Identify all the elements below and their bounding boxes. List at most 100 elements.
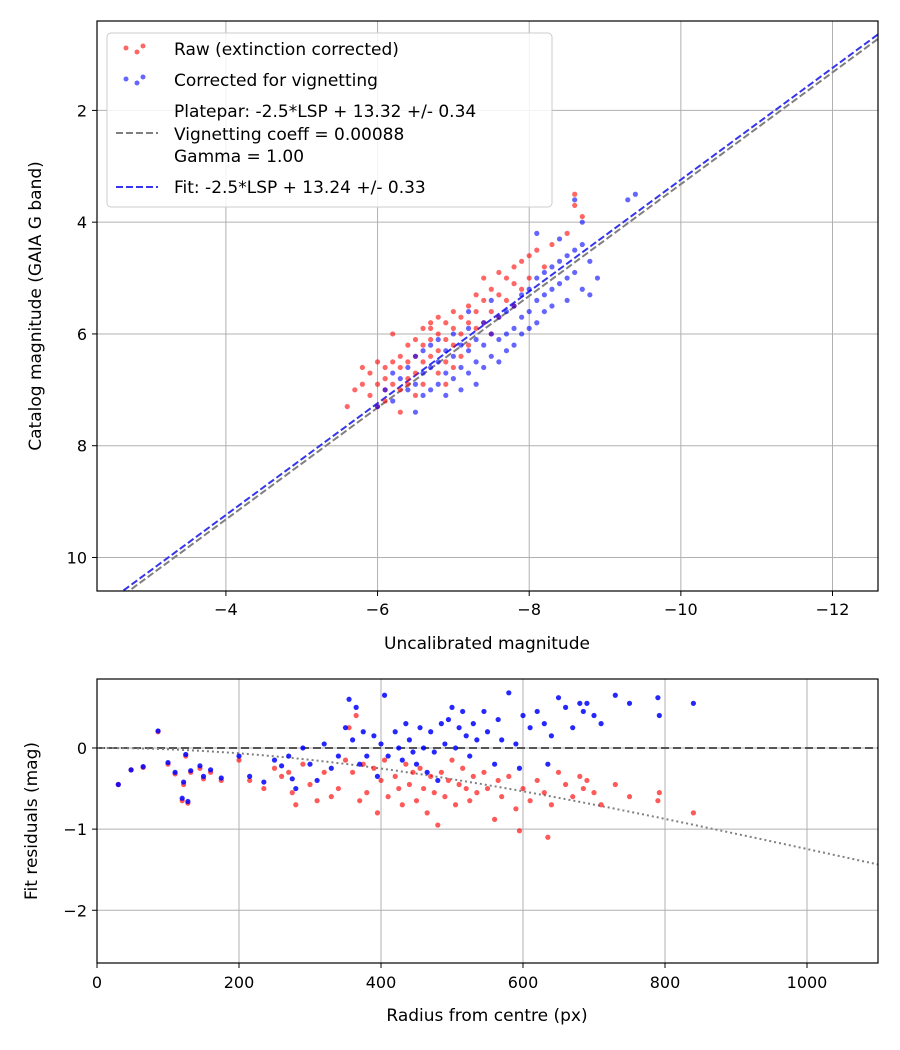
bottom-point-raw <box>396 785 402 792</box>
bottom-xtick-label: 600 <box>508 973 539 992</box>
legend-label-corrected: Corrected for vignetting <box>174 71 378 91</box>
bottom-point-corrected <box>172 769 178 775</box>
bottom-point-corrected <box>513 741 519 747</box>
top-point-corrected <box>503 348 510 354</box>
top-point-raw <box>412 370 419 376</box>
bottom-point-corrected <box>371 733 377 739</box>
top-point-corrected <box>625 197 631 203</box>
bottom-point-raw <box>580 785 586 792</box>
top-point-corrected <box>473 359 479 365</box>
bottom-point-corrected <box>598 721 604 727</box>
top-point-corrected <box>374 403 381 410</box>
top-point-raw <box>435 370 441 376</box>
bottom-points <box>115 690 697 840</box>
top-point-raw <box>443 381 449 387</box>
bottom-point-raw <box>520 785 526 792</box>
top-point-raw <box>359 364 365 371</box>
top-point-corrected <box>405 387 411 393</box>
bottom-point-raw <box>392 773 398 779</box>
top-xtick-label: −4 <box>214 600 238 619</box>
bottom-point-corrected <box>403 721 409 727</box>
top-point-raw <box>503 275 510 281</box>
top-point-corrected <box>488 353 494 359</box>
bottom-point-corrected <box>555 695 562 701</box>
bottom-point-corrected <box>247 773 253 779</box>
top-point-corrected <box>412 409 419 415</box>
top-line-fit <box>121 33 878 591</box>
top-point-corrected <box>511 325 517 331</box>
top-point-corrected <box>465 370 472 376</box>
bottom-point-corrected <box>563 704 569 711</box>
top-point-corrected <box>587 292 593 298</box>
bottom-point-corrected <box>218 775 224 781</box>
top-xlabel: Uncalibrated magnitude <box>384 634 590 654</box>
bottom-point-raw <box>385 794 391 800</box>
top-point-corrected <box>572 269 578 276</box>
top-ytick-label: 10 <box>67 548 87 567</box>
top-ytick-label: 6 <box>77 325 87 344</box>
top-point-raw <box>450 364 456 371</box>
bottom-point-corrected <box>541 721 547 727</box>
bottom-point-corrected <box>286 753 292 759</box>
top-point-raw <box>496 292 502 298</box>
legend-item-platepar: Platepar: -2.5*LSP + 13.32 +/- 0.34 Vign… <box>116 102 476 167</box>
bottom-point-corrected <box>381 692 388 698</box>
top-point-corrected <box>519 331 525 337</box>
top-point-corrected <box>443 370 449 376</box>
bottom-point-raw <box>406 781 412 788</box>
top-plot-frame <box>96 20 879 592</box>
legend-box <box>106 32 553 208</box>
bottom-point-corrected <box>410 749 416 755</box>
top-point-raw <box>443 336 449 343</box>
top-point-raw <box>458 314 464 320</box>
legend-label-raw: Raw (extinction corrected) <box>174 40 399 60</box>
top-point-corrected <box>549 303 555 309</box>
legend-item-raw: Raw (extinction corrected) <box>123 40 399 60</box>
top-point-corrected <box>579 241 585 248</box>
bottom-point-corrected <box>460 708 466 715</box>
top-point-raw <box>359 381 365 387</box>
legend-marker-corrected-2 <box>123 76 129 82</box>
top-point-corrected <box>541 308 547 315</box>
bottom-point-raw <box>289 790 295 796</box>
bottom-xtick-label: 200 <box>224 973 255 992</box>
bottom-point-raw <box>353 712 359 719</box>
top-point-corrected <box>587 258 593 264</box>
bottom-point-raw <box>342 757 349 763</box>
bottom-point-corrected <box>413 761 420 767</box>
top-point-raw <box>397 409 403 415</box>
top-point-raw <box>450 342 456 348</box>
bottom-point-corrected <box>467 753 473 759</box>
bottom-point-corrected <box>236 753 242 759</box>
top-point-corrected <box>428 342 434 348</box>
top-point-corrected <box>420 370 426 376</box>
bottom-point-corrected <box>656 712 662 719</box>
bottom-point-raw <box>261 785 267 792</box>
bottom-point-raw <box>357 798 363 804</box>
top-points <box>344 191 638 415</box>
bottom-point-corrected <box>289 776 295 782</box>
bottom-point-corrected <box>396 745 402 751</box>
bottom-point-corrected <box>181 779 187 785</box>
bottom-point-corrected <box>591 712 597 719</box>
top-point-corrected <box>481 342 487 348</box>
bottom-point-raw <box>321 769 327 775</box>
top-point-raw <box>397 387 403 393</box>
top-point-raw <box>428 353 434 359</box>
bottom-point-corrected <box>506 690 512 696</box>
top-point-raw <box>435 348 441 354</box>
top-point-raw <box>450 308 456 315</box>
bottom-point-corrected <box>188 768 194 774</box>
top-point-corrected <box>541 269 547 276</box>
bottom-point-corrected <box>364 753 370 759</box>
top-point-raw <box>541 264 547 270</box>
top-point-corrected <box>503 308 510 315</box>
top-point-raw <box>428 320 434 326</box>
top-point-raw <box>344 403 350 410</box>
bottom-point-raw <box>584 777 590 784</box>
legend-marker-corrected-3 <box>140 74 146 80</box>
bottom-point-corrected <box>612 692 618 698</box>
top-point-raw <box>488 286 494 292</box>
bottom-point-raw <box>474 790 480 796</box>
top-point-corrected <box>390 398 396 404</box>
